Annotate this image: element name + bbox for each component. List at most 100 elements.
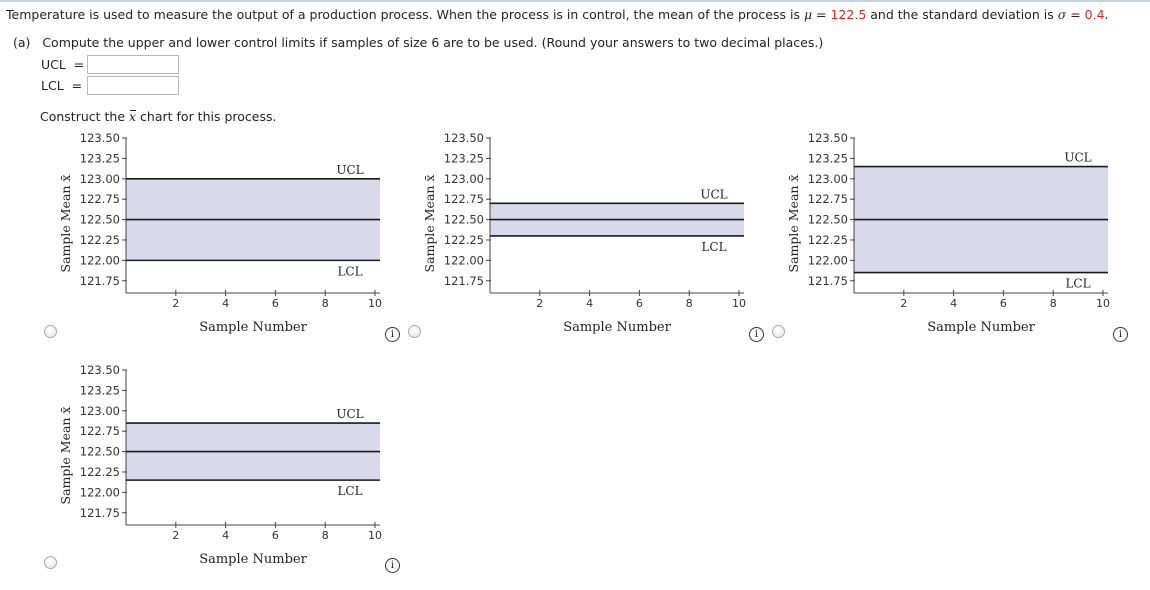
question-mid: and the standard deviation is [866,7,1058,22]
y-tick-label: 123.50 [80,363,120,377]
option-d-radio[interactable] [44,556,57,569]
option-d-info-icon[interactable]: i [385,558,400,573]
x-axis-title: Sample Number [563,320,671,335]
control-chart-d: 123.50 123.25 123.00 122.75 122.50 122.25 122.… [58,363,382,567]
y-tick-label: 123.00 [80,404,120,418]
y-tick-label: 123.00 [808,172,848,186]
y-tick-label: 122.25 [80,233,120,247]
ucl-label: UCL = [41,57,85,72]
y-tick-label: 123.50 [808,131,848,145]
question-text: Temperature is used to measure the outpu… [6,7,1109,22]
option-c-radio[interactable] [772,325,785,338]
lcl-label: LCL [337,264,362,278]
y-tick-label: 121.75 [444,274,484,288]
y-tick-label: 122.50 [808,213,848,227]
y-axis-title: Sample Mean x̄ [58,407,73,505]
y-axis-title: Sample Mean x̄ [58,175,73,273]
option-b-info-icon[interactable]: i [749,327,764,342]
ucl-label: UCL [336,407,363,421]
ucl-label: UCL [700,187,727,201]
y-tick-label: 123.00 [80,172,120,186]
y-tick-label: 122.00 [808,253,848,267]
y-tick-label: 122.50 [80,213,120,227]
mu-value: 122.5 [830,7,867,22]
option-a-radio[interactable] [44,325,57,338]
option-a-info-icon[interactable]: i [385,327,400,342]
construct-after: chart for this process. [136,109,277,124]
y-axis-title: Sample Mean x̄ [422,175,437,273]
x-tick-label: 8 [322,297,329,310]
x-tick-label: 4 [222,529,229,542]
x-tick-label: 10 [1096,297,1110,310]
option-b-radio[interactable] [408,325,421,338]
x-tick-label: 6 [636,297,643,310]
y-tick-label: 122.75 [80,192,120,206]
y-tick-label: 121.75 [80,506,120,520]
y-tick-label: 122.75 [444,192,484,206]
x-tick-label: 8 [1050,297,1057,310]
y-tick-label: 122.75 [80,424,120,438]
y-tick-label: 122.25 [808,233,848,247]
x-tick-label: 10 [732,297,746,310]
question-intro: Temperature is used to measure the outpu… [6,7,804,22]
x-tick-label: 6 [1000,297,1007,310]
y-tick-label: 122.75 [808,192,848,206]
construct-instruction: Construct the x chart for this process. [40,109,276,124]
control-chart-a: 123.50 123.25 123.00 122.75 122.50 122.25 122.… [58,131,382,335]
sigma-value: 0.4 [1084,7,1105,22]
x-tick-label: 6 [272,297,279,310]
y-tick-label: 122.00 [80,253,120,267]
chart-option-b: 123.50 123.25 123.00 122.75 122.50 122.25 122.… [414,130,764,335]
x-tick-label: 2 [172,297,179,310]
lcl-label: LCL [701,240,726,254]
x-tick-label: 2 [536,297,543,310]
chart-option-a: 123.50 123.25 123.00 122.75 122.50 122.25 122.… [50,130,400,335]
part-a-instructions: (a) Compute the upper and lower control … [13,35,824,50]
x-tick-label: 4 [950,297,957,310]
chart-option-c: 123.50 123.25 123.00 122.75 122.50 122.25 122.… [778,130,1128,335]
y-tick-label: 123.50 [444,131,484,145]
y-tick-label: 123.25 [80,151,120,165]
x-axis-title: Sample Number [199,552,307,567]
control-chart-b: 123.50 123.25 123.00 122.75 122.50 122.25 122.… [422,131,746,335]
x-axis-title: Sample Number [927,320,1035,335]
x-tick-label: 6 [272,529,279,542]
x-tick-label: 10 [368,529,382,542]
x-tick-label: 4 [222,297,229,310]
y-tick-label: 122.50 [80,445,120,459]
y-tick-label: 123.25 [808,151,848,165]
x-tick-label: 4 [586,297,593,310]
chart-option-d: 123.50 123.25 123.00 122.75 122.50 122.25 122.… [50,362,400,567]
option-c-info-icon[interactable]: i [1113,327,1128,342]
construct-before: Construct the [40,109,130,124]
y-tick-label: 121.75 [808,274,848,288]
control-chart-c: 123.50 123.25 123.00 122.75 122.50 122.25 122.… [786,131,1110,335]
y-tick-label: 122.25 [80,465,120,479]
top-border [0,0,1150,2]
x-tick-label: 10 [368,297,382,310]
x-axis-title: Sample Number [199,320,307,335]
mu-equals: = [812,7,831,22]
sigma-symbol: σ [1057,7,1067,22]
y-tick-label: 123.00 [444,172,484,186]
y-tick-label: 122.00 [444,253,484,267]
y-tick-label: 121.75 [80,274,120,288]
y-axis-title: Sample Mean x̄ [786,175,801,273]
y-tick-label: 122.50 [444,213,484,227]
y-tick-label: 122.00 [80,485,120,499]
ucl-input[interactable] [87,55,179,74]
ucl-label: UCL [336,163,363,177]
x-tick-label: 2 [900,297,907,310]
lcl-input[interactable] [87,76,179,95]
lcl-label: LCL [1065,277,1090,291]
y-tick-label: 123.25 [80,383,120,397]
ucl-label: UCL [1064,151,1091,165]
x-tick-label: 8 [322,529,329,542]
x-tick-label: 2 [172,529,179,542]
y-tick-label: 123.50 [80,131,120,145]
lcl-label: LCL = [41,78,83,93]
y-tick-label: 123.25 [444,151,484,165]
lcl-label: LCL [337,484,362,498]
mu-symbol: μ [803,7,813,22]
y-tick-label: 122.25 [444,233,484,247]
